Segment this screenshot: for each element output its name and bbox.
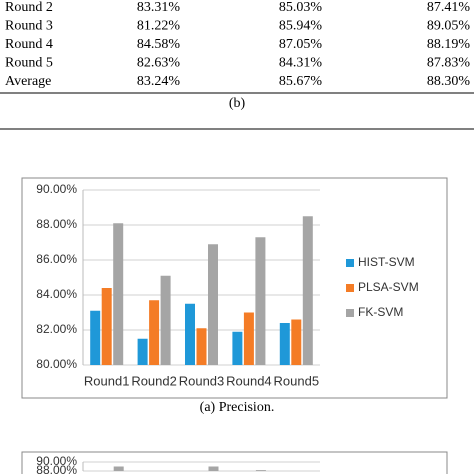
- y-tick-label: 86.00%: [36, 252, 77, 266]
- legend-label: HIST-SVM: [358, 255, 415, 269]
- legend-swatch: [346, 259, 354, 267]
- bar: [208, 244, 218, 365]
- legend-label: FK-SVM: [358, 305, 403, 319]
- chart-frame: [21, 451, 448, 474]
- table-cell: 81.22%: [137, 19, 181, 34]
- table-cell: 84.31%: [279, 56, 323, 71]
- chart-frame: [21, 177, 448, 399]
- x-tick-label: Round2: [131, 373, 177, 388]
- bar: [302, 216, 313, 365]
- legend-swatch: [346, 309, 354, 317]
- row-label: Round 5: [5, 56, 53, 71]
- table-cell: 83.31%: [137, 0, 181, 15]
- table-cell: 84.58%: [137, 37, 181, 52]
- y-tick-label: 90.00%: [36, 182, 77, 196]
- legend-swatch: [346, 284, 354, 292]
- y-tick-label: 90.00%: [36, 454, 77, 468]
- bar: [291, 319, 302, 365]
- bar: [279, 323, 290, 365]
- bar: [113, 466, 124, 471]
- x-tick-label: Round4: [226, 373, 272, 388]
- bar: [137, 338, 148, 365]
- y-tick-label: 84.00%: [36, 287, 77, 301]
- y-tick-label: 82.00%: [36, 322, 77, 336]
- chart-caption: (a) Precision.: [200, 400, 275, 415]
- y-tick-label: 88.00%: [36, 463, 77, 474]
- bar: [255, 237, 266, 365]
- table-caption: (b): [229, 96, 246, 111]
- table-cell: 82.63%: [137, 56, 181, 71]
- table-cell: 83.24%: [137, 74, 181, 89]
- legend-label: PLSA-SVM: [358, 280, 419, 294]
- table-cell: 87.41%: [427, 0, 471, 15]
- bar: [101, 288, 112, 365]
- y-tick-label: 80.00%: [36, 357, 77, 371]
- table-cell: 87.05%: [279, 37, 323, 52]
- row-label: Round 2: [5, 0, 53, 15]
- table-cell: 88.19%: [427, 37, 471, 52]
- x-tick-label: Round1: [84, 373, 130, 388]
- table-cell: 85.94%: [279, 19, 323, 34]
- table-cell: 87.83%: [427, 56, 471, 71]
- plot: 80.00% 82.00% 84.00% 86.00% 88.00% 90.00%: [36, 182, 320, 371]
- bar: [208, 466, 219, 471]
- row-label: Round 4: [5, 37, 53, 52]
- bar: [113, 223, 124, 365]
- bar: [196, 328, 207, 365]
- table-cell: 89.05%: [427, 19, 471, 34]
- bar: [160, 275, 171, 365]
- bar: [185, 303, 195, 365]
- x-tick-label: Round3: [179, 373, 225, 388]
- row-label: Average: [5, 74, 51, 89]
- x-tick-label: Round5: [274, 373, 320, 388]
- row-label: Round 3: [5, 19, 53, 34]
- table-cell: 85.03%: [279, 0, 323, 15]
- bar: [149, 300, 160, 365]
- bar: [90, 310, 101, 365]
- bar: [243, 312, 254, 365]
- bar: [255, 470, 266, 471]
- table-cell: 85.67%: [279, 74, 323, 89]
- table-cell: 88.30%: [427, 74, 471, 89]
- bar: [232, 331, 243, 365]
- y-tick-label: 88.00%: [36, 217, 77, 231]
- plot: 88.00%90.00%: [36, 454, 320, 474]
